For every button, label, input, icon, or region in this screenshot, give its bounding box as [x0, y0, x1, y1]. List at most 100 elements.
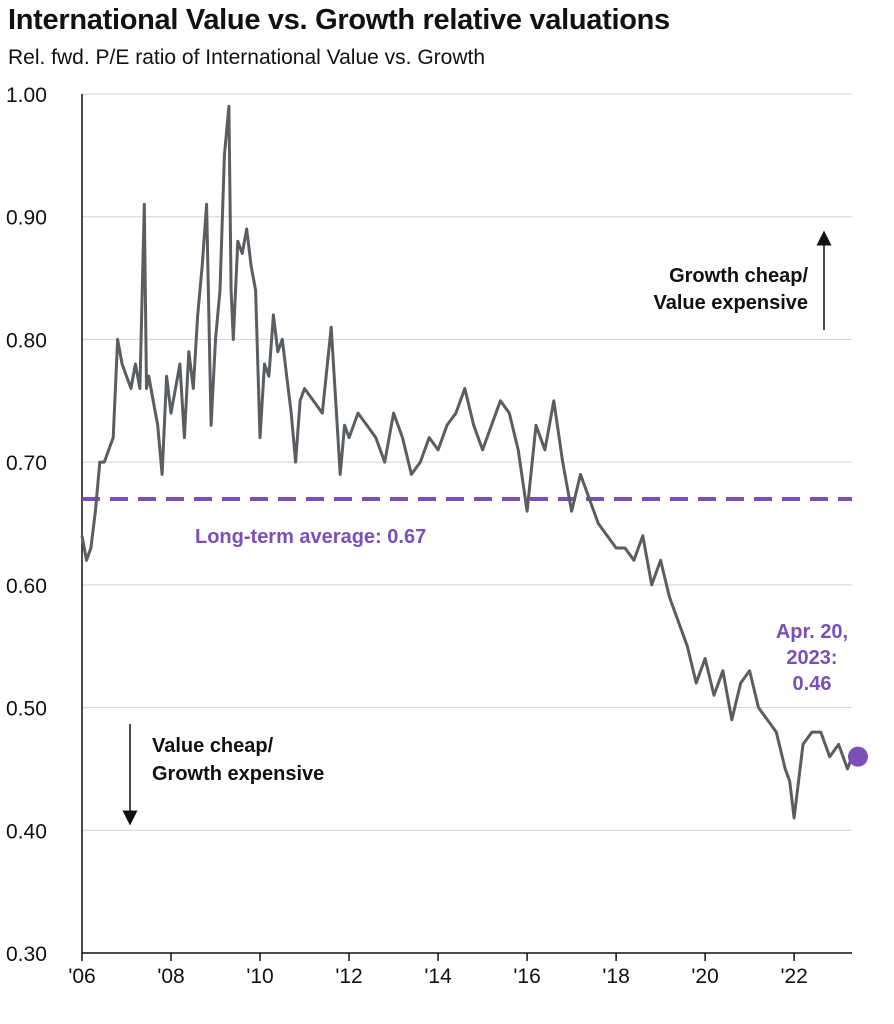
data-point	[703, 657, 707, 660]
data-point	[267, 375, 271, 378]
data-point	[623, 546, 627, 550]
data-point	[330, 325, 333, 329]
value-cheap-annotation: Value cheap/	[152, 735, 274, 757]
data-point	[837, 743, 840, 746]
data-point	[85, 559, 88, 562]
data-point	[721, 669, 725, 672]
data-point	[614, 546, 618, 550]
data-point	[303, 387, 306, 390]
chart-subtitle: Rel. fwd. P/E ratio of International Val…	[8, 46, 486, 69]
data-point	[294, 460, 297, 464]
data-point	[258, 436, 262, 439]
data-point	[229, 289, 233, 292]
growth-cheap-annotation: Growth cheap/	[669, 265, 808, 287]
data-point	[138, 387, 142, 390]
data-point	[365, 424, 369, 427]
growth-cheap-annotation: Value expensive	[653, 292, 808, 314]
data-point	[632, 559, 636, 562]
data-point	[285, 375, 288, 378]
data-point	[89, 546, 93, 550]
data-point	[499, 399, 502, 402]
x-tick-label: '12	[335, 965, 362, 988]
data-point	[463, 387, 466, 390]
data-point	[641, 534, 645, 537]
data-point	[730, 718, 734, 722]
data-point	[606, 534, 609, 537]
data-point	[147, 375, 150, 378]
data-point	[374, 436, 377, 439]
data-point	[192, 387, 195, 390]
data-point	[263, 362, 266, 366]
data-point	[392, 411, 395, 415]
y-tick-label: 0.40	[6, 820, 47, 843]
data-point	[748, 669, 751, 672]
latest-value-label: 0.46	[793, 673, 832, 695]
data-point	[134, 362, 137, 366]
data-point	[552, 399, 555, 402]
y-tick-label: 1.00	[6, 84, 47, 107]
data-point	[120, 362, 124, 366]
data-point	[174, 387, 177, 390]
data-point	[312, 399, 315, 402]
data-point	[116, 338, 119, 341]
latest-value-label: 2023:	[786, 647, 837, 669]
latest-value-label: Apr. 20,	[776, 621, 848, 643]
data-point	[739, 681, 742, 685]
data-point	[205, 203, 208, 206]
data-point	[129, 387, 133, 390]
data-point	[321, 411, 324, 415]
data-point	[152, 399, 155, 402]
data-point	[347, 436, 351, 439]
data-point	[677, 620, 680, 623]
data-point	[561, 460, 564, 464]
data-point	[570, 510, 573, 513]
data-point	[249, 264, 253, 267]
data-point	[588, 497, 591, 501]
data-point	[241, 252, 244, 255]
data-point	[410, 473, 413, 476]
data-point	[757, 706, 760, 709]
data-point	[200, 264, 204, 267]
data-point	[668, 595, 671, 599]
data-point	[196, 313, 199, 317]
data-point	[160, 473, 164, 476]
y-tick-label: 0.80	[6, 329, 47, 352]
data-point	[178, 362, 182, 366]
data-point	[245, 227, 248, 231]
data-point	[525, 510, 529, 513]
data-point	[356, 411, 360, 415]
data-point	[543, 448, 547, 452]
data-point	[419, 460, 422, 464]
data-point	[436, 448, 440, 452]
data-point	[490, 424, 493, 427]
data-point	[107, 448, 110, 452]
data-point	[712, 694, 716, 697]
data-point	[788, 780, 791, 783]
data-point	[686, 645, 689, 648]
data-point	[792, 816, 796, 820]
y-tick-label: 0.70	[6, 452, 47, 475]
long-term-average-label: Long-term average: 0.67	[195, 526, 426, 548]
data-point	[165, 375, 168, 378]
data-point	[659, 559, 662, 562]
data-point	[481, 448, 484, 452]
data-point	[111, 436, 115, 439]
data-point	[650, 583, 653, 587]
data-point	[828, 755, 831, 758]
data-point	[209, 424, 213, 427]
data-point	[597, 522, 600, 525]
data-point	[183, 436, 186, 439]
data-point	[454, 411, 458, 415]
x-tick-label: '20	[691, 965, 718, 988]
y-tick-label: 0.50	[6, 698, 47, 721]
y-tick-label: 0.30	[6, 943, 47, 966]
chart-title: International Value vs. Growth relative …	[8, 4, 670, 36]
data-point	[343, 424, 346, 427]
x-tick-label: '06	[68, 965, 95, 988]
data-point	[401, 436, 404, 439]
data-point	[223, 154, 226, 157]
data-point	[534, 424, 538, 427]
data-point	[214, 338, 217, 341]
x-tick-label: '10	[246, 965, 273, 988]
